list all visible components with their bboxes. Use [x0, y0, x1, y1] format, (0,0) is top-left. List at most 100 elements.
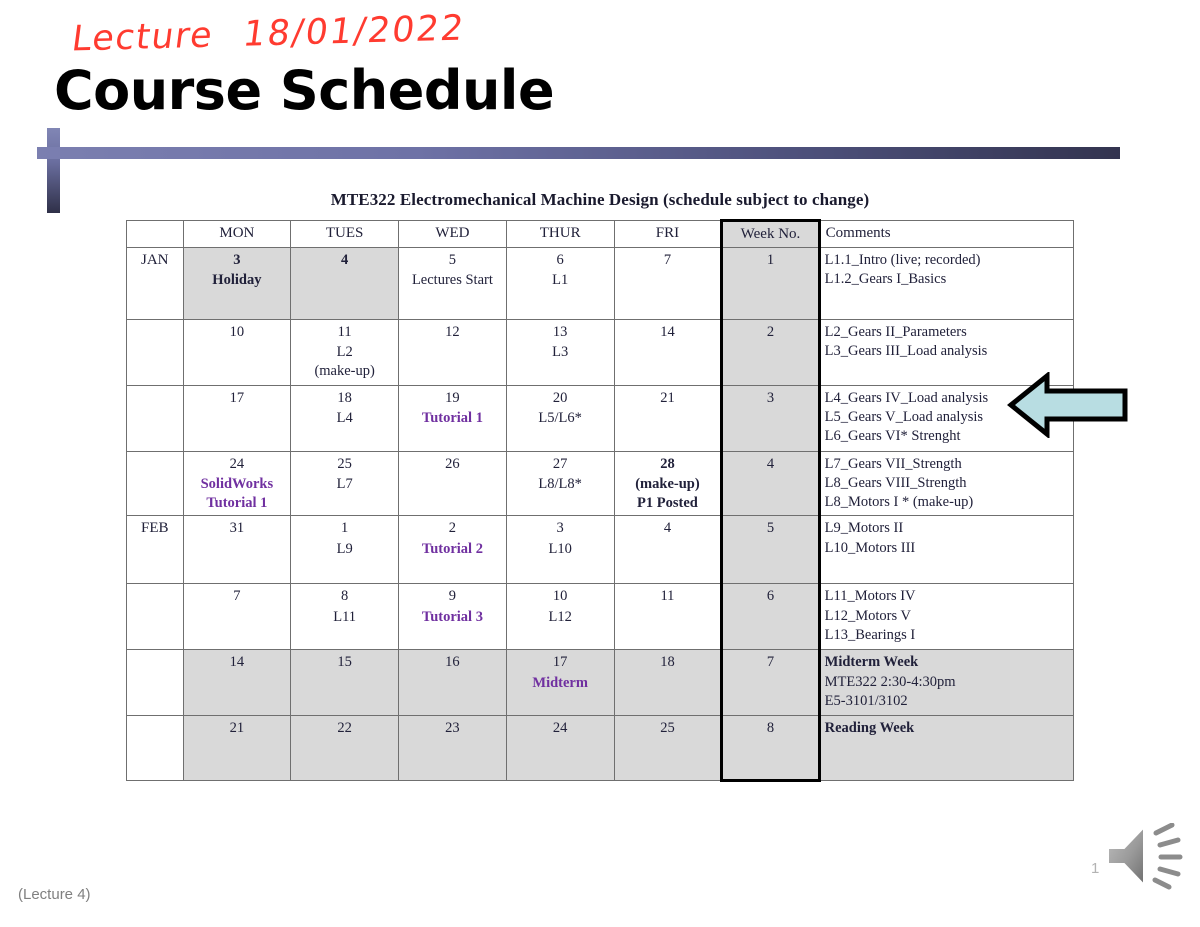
day-event: L9 — [336, 540, 353, 557]
cell-day: 21 — [613, 385, 723, 452]
col-header-fri: FRI — [613, 220, 723, 248]
speaker-icon[interactable] — [1098, 823, 1190, 893]
day-number: 3 — [556, 520, 564, 537]
cell-month: FEB — [126, 515, 184, 585]
col-header-tues: TUES — [290, 220, 400, 248]
table-header: MON TUES WED THUR FRI Week No. Comments — [126, 219, 1075, 248]
cell-week-number: 7 — [720, 649, 821, 717]
left-arrow-icon — [1007, 372, 1128, 438]
day-event: L8/L8* — [538, 476, 582, 493]
day-event: Midterm — [532, 674, 588, 691]
day-number: 6 — [556, 252, 564, 268]
day-number: 21 — [229, 720, 245, 737]
comment-line: L8_Gears VIII_Strength — [824, 475, 967, 492]
page-number: 1 — [1091, 860, 1100, 877]
comment-line: L3_Gears III_Load analysis — [824, 343, 988, 360]
day-number: 14 — [660, 324, 675, 340]
comment-line: L9_Motors II — [824, 520, 904, 537]
cell-day: 18 L4 — [290, 385, 400, 452]
day-event: (make-up) — [314, 363, 375, 380]
day-event: Lectures Start — [411, 272, 493, 289]
day-number: 21 — [660, 390, 675, 406]
cell-day: 11 — [613, 583, 723, 651]
comment-line: L8_Motors I * (make-up) — [824, 494, 974, 511]
cell-comments: L9_Motors II L10_Motors III — [818, 515, 1075, 585]
comment-line: L6_Gears VI* Strenght — [824, 428, 961, 445]
day-event: SolidWorks — [200, 476, 274, 493]
table-body: JAN 3 Holiday 4 5 Lectures Start 6 L1 7 1 L1.1_Int… — [126, 247, 1075, 783]
day-number: 20 — [552, 390, 568, 406]
cell-day: 6 L1 — [505, 247, 615, 320]
cell-day: 17 — [182, 385, 292, 452]
day-number: 7 — [663, 252, 672, 268]
col-header-month — [126, 220, 184, 248]
comment-line: L12_Motors V — [824, 607, 911, 624]
cell-month — [126, 715, 184, 782]
day-number: 8 — [341, 588, 349, 605]
cell-day: 13 L3 — [505, 319, 615, 386]
cell-week-number: 5 — [720, 515, 821, 585]
cell-day: 7 — [182, 583, 292, 651]
col-header-mon: MON — [182, 220, 292, 248]
comment-line: MTE322 2:30-4:30pm — [824, 673, 956, 690]
comment-line: L1.1_Intro (live; recorded) — [824, 252, 981, 268]
cell-comments: L11_Motors IV L12_Motors V L13_Bearings I — [818, 583, 1075, 651]
day-number: 7 — [233, 588, 241, 605]
day-number: 11 — [660, 588, 675, 605]
day-event: P1 Posted — [637, 495, 698, 512]
day-number: 13 — [552, 324, 568, 340]
cell-comments: Reading Week — [818, 715, 1075, 782]
day-event: Tutorial 1 — [421, 410, 483, 427]
day-number: 24 — [552, 720, 568, 737]
cell-day: 31 — [182, 515, 292, 585]
table-row: 14 15 16 17 Midterm 18 7 Midterm Week MTE322 2:3… — [126, 649, 1075, 717]
col-header-thur: THUR — [505, 220, 615, 248]
cell-week-number: 8 — [720, 715, 821, 783]
day-event: L2 — [336, 344, 353, 361]
cell-comments: L2_Gears II_Parameters L3_Gears III_Load … — [818, 319, 1075, 386]
day-number: 28 — [660, 456, 675, 472]
cell-week-number: 4 — [720, 450, 821, 517]
cell-month — [126, 450, 184, 517]
comment-line: L7_Gears VII_Strength — [824, 456, 962, 472]
cell-day: 4 — [290, 247, 400, 320]
cell-day: 19 Tutorial 1 — [398, 385, 507, 452]
cell-month — [126, 385, 184, 452]
cell-week-number: 2 — [720, 319, 821, 386]
cell-day: 3 L10 — [505, 515, 615, 585]
cell-month — [126, 649, 184, 717]
comment-line: L13_Bearings I — [824, 626, 916, 643]
day-number: 15 — [337, 654, 352, 671]
comment-line: L5_Gears V_Load analysis — [824, 409, 984, 426]
cell-day: 5 Lectures Start — [398, 247, 507, 320]
cell-day: 10 L12 — [505, 583, 615, 651]
page-title: Course Schedule — [54, 59, 555, 122]
table-row: 7 8 L11 9 Tutorial 3 10 L12 11 6 L11_Motors IV L12… — [126, 583, 1075, 651]
cell-day: 28 (make-up) P1 Posted — [613, 450, 723, 517]
day-event: L5/L6* — [538, 410, 582, 427]
day-number: 23 — [445, 720, 460, 737]
table-caption: MTE322 Electromechanical Machine Design … — [330, 190, 870, 209]
cell-day: 25 L7 — [290, 450, 400, 517]
day-number: 26 — [445, 456, 460, 472]
cell-day: 10 — [182, 319, 292, 386]
annotation-label: Lecture — [69, 15, 216, 60]
day-number: 11 — [337, 324, 352, 340]
annotation-date: 18/01/2022 — [240, 8, 468, 55]
cell-day: 4 — [613, 515, 723, 585]
cell-day: 9 Tutorial 3 — [398, 583, 507, 651]
comment-line: E5-3101/3102 — [824, 692, 908, 709]
day-event: L3 — [552, 344, 569, 361]
cell-day: 18 — [613, 649, 723, 717]
comment-line: L4_Gears IV_Load analysis — [824, 390, 989, 406]
title-decoration-vertical — [47, 128, 60, 213]
day-number: 5 — [448, 252, 457, 268]
cell-day: 14 — [182, 649, 292, 717]
cell-comments: L1.1_Intro (live; recorded) L1.2_Gears I_… — [818, 247, 1075, 320]
cell-day: 24 — [505, 715, 615, 782]
day-number: 16 — [445, 654, 460, 671]
comment-line: L10_Motors III — [824, 539, 916, 556]
day-number: 9 — [448, 588, 457, 605]
cell-month — [126, 319, 184, 386]
cell-day: 16 — [398, 649, 507, 717]
